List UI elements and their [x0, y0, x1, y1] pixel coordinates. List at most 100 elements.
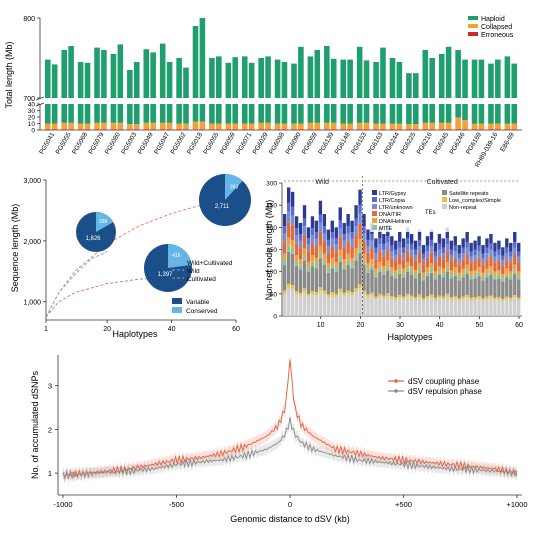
stack-dna_helitron [390, 267, 394, 273]
stack-ltr_gypsy [517, 242, 521, 252]
stack-ltr_gypsy [362, 214, 366, 227]
stack-non_repeat [505, 298, 509, 316]
stack-mite [386, 266, 390, 271]
erroneous-bar [258, 129, 264, 130]
haploid-bar-lower [183, 104, 189, 124]
stack-ltr_copia [338, 220, 342, 229]
stack-dna_helitron [334, 261, 338, 268]
stack-satellite [461, 277, 465, 297]
xtick-label: +500 [395, 500, 412, 509]
stack-low_complex [409, 295, 414, 298]
stack-dna_tir [330, 246, 334, 258]
stack-low_complex [318, 287, 323, 291]
haploid-bar-lower [258, 104, 264, 123]
stack-ltr_unknown [477, 251, 481, 258]
stack-dna_helitron [290, 240, 295, 248]
erroneous-bar [314, 129, 321, 130]
stack-ltr_copia [409, 243, 414, 250]
haploid-bar [258, 58, 264, 98]
collapsed-bar [488, 123, 494, 130]
haploid-bar-lower [209, 104, 215, 124]
stack-ltr_unknown [330, 238, 334, 247]
stack-dna_helitron [413, 270, 418, 275]
stack-non_repeat [322, 293, 327, 316]
stack-ltr_gypsy [421, 245, 426, 254]
stack-mite [485, 273, 489, 278]
stack-ltr_copia [489, 243, 493, 250]
stack-satellite [346, 265, 350, 291]
haploid-bar-lower [77, 104, 84, 124]
xtick-label: 40 [436, 322, 444, 329]
haploid-bar-lower [356, 104, 363, 123]
stack-mite [306, 267, 311, 272]
haploid-bar-lower [429, 104, 435, 123]
stack-mite [394, 274, 398, 279]
stack-ltr_copia [374, 247, 378, 254]
haploid-bar-lower [495, 104, 501, 124]
stack-non_repeat [366, 296, 370, 316]
stack-non_repeat [298, 295, 303, 316]
collapsed-bar [68, 122, 74, 130]
collapsed-bar [225, 123, 232, 130]
stack-ltr_gypsy [477, 236, 481, 246]
line-coupling [62, 359, 518, 479]
haploid-bar [389, 58, 396, 98]
stack-dna_tir [473, 260, 477, 271]
stack-ltr_gypsy [437, 233, 442, 244]
stack-low_complex [469, 297, 473, 300]
stack-low_complex [477, 296, 481, 299]
stack-dna_helitron [457, 272, 461, 277]
stack-dna_tir [449, 260, 453, 271]
haploid-bar-lower [363, 104, 370, 123]
stack-ltr_copia [485, 247, 489, 254]
stack-dna_tir [445, 251, 450, 262]
erroneous-bar [438, 129, 445, 130]
haploid-bar-lower [166, 104, 173, 123]
stack-ltr_copia [294, 228, 299, 236]
stack-dna_tir [283, 241, 287, 254]
pangenome-growth-chart: Sequence length (Mb) Haplotypes 1 20 40 60 1… [10, 174, 251, 339]
legend-swatch [468, 32, 478, 36]
haploid-bar-lower [445, 104, 452, 123]
stack-ltr_unknown [425, 251, 430, 258]
legend-label: LTR/unknown [379, 205, 413, 211]
stack-dna_helitron [314, 257, 319, 264]
stack-ltr_unknown [481, 258, 485, 265]
stack-mite [481, 276, 485, 281]
collapsed-bar [84, 123, 91, 130]
stack-dna_tir [477, 257, 481, 268]
stack-ltr_copia [497, 249, 501, 255]
collapsed-bar [422, 122, 429, 130]
legend-label: Low_complex/Simple [449, 198, 501, 204]
stack-ltr_copia [437, 243, 442, 250]
stack-ltr_unknown [298, 240, 303, 249]
haploid-bar-lower [241, 104, 248, 124]
panel-c-xlabel: Haplotypes [387, 332, 433, 342]
stack-low_complex [366, 294, 370, 297]
stack-non_repeat [346, 293, 350, 316]
stack-ltr_unknown [409, 249, 414, 257]
haploid-bar [363, 60, 370, 98]
haploid-bar [429, 58, 435, 98]
xtick-label: 20 [103, 326, 111, 333]
stack-dna_tir [342, 248, 346, 260]
ytick-label: 200 [266, 225, 277, 232]
stack-satellite [493, 279, 497, 298]
stack-ltr_copia [378, 237, 382, 245]
stack-satellite [429, 272, 434, 295]
erroneous-bar [291, 129, 297, 130]
stack-ltr_copia [342, 234, 346, 241]
haploid-bar [380, 47, 386, 98]
stack-ltr_gypsy [433, 242, 438, 252]
legend-label: Erroneous [481, 32, 514, 39]
erroneous-bar [373, 129, 379, 130]
stack-ltr_gypsy [354, 205, 358, 219]
stack-dna_tir [409, 256, 414, 266]
stack-dna_tir [509, 262, 513, 272]
stack-dna_helitron [433, 271, 438, 276]
haploid-bar [281, 62, 288, 98]
stack-satellite [437, 274, 442, 296]
haploid-bar [209, 58, 215, 98]
stack-satellite [314, 268, 319, 293]
